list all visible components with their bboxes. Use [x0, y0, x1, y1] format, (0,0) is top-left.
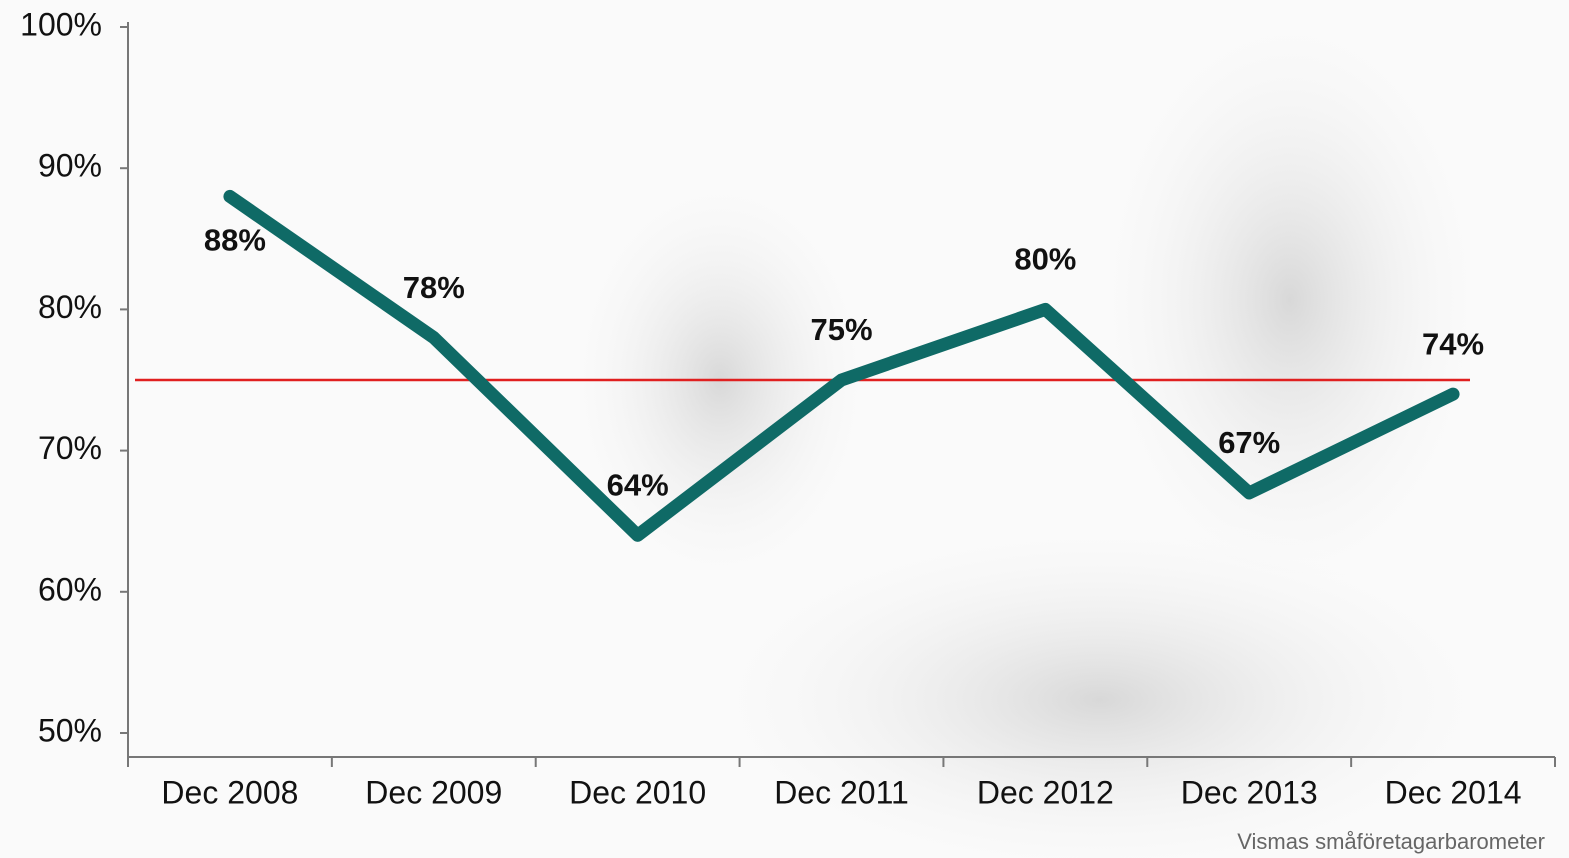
- x-tick-label: Dec 2011: [774, 774, 909, 810]
- y-tick-label: 80%: [38, 289, 102, 325]
- x-tick-label: Dec 2012: [977, 774, 1114, 810]
- x-tick-label: Dec 2009: [365, 774, 502, 810]
- data-label: 88%: [204, 223, 266, 258]
- x-tick-label: Dec 2014: [1385, 774, 1522, 810]
- y-tick-label: 90%: [38, 148, 102, 184]
- x-tick-label: Dec 2008: [161, 774, 298, 810]
- data-label: 78%: [403, 270, 465, 305]
- x-tick-label: Dec 2013: [1181, 774, 1318, 810]
- chart: Vismas småföretagarbarometer 50% 60% 70% 80…: [0, 0, 1569, 858]
- x-tick-label: Dec 2010: [569, 774, 706, 810]
- data-label: 75%: [810, 312, 872, 347]
- data-label: 80%: [1014, 242, 1076, 277]
- data-label: 64%: [607, 468, 669, 503]
- source: Vismas småföretagarbarometer: [1237, 829, 1545, 854]
- y-tick-label: 50%: [38, 712, 102, 748]
- data-label: 67%: [1218, 425, 1280, 460]
- y-tick-label: 60%: [38, 571, 102, 607]
- y-tick-label: 100%: [20, 6, 102, 42]
- data-label: 74%: [1422, 326, 1484, 361]
- y-tick-label: 70%: [38, 430, 102, 466]
